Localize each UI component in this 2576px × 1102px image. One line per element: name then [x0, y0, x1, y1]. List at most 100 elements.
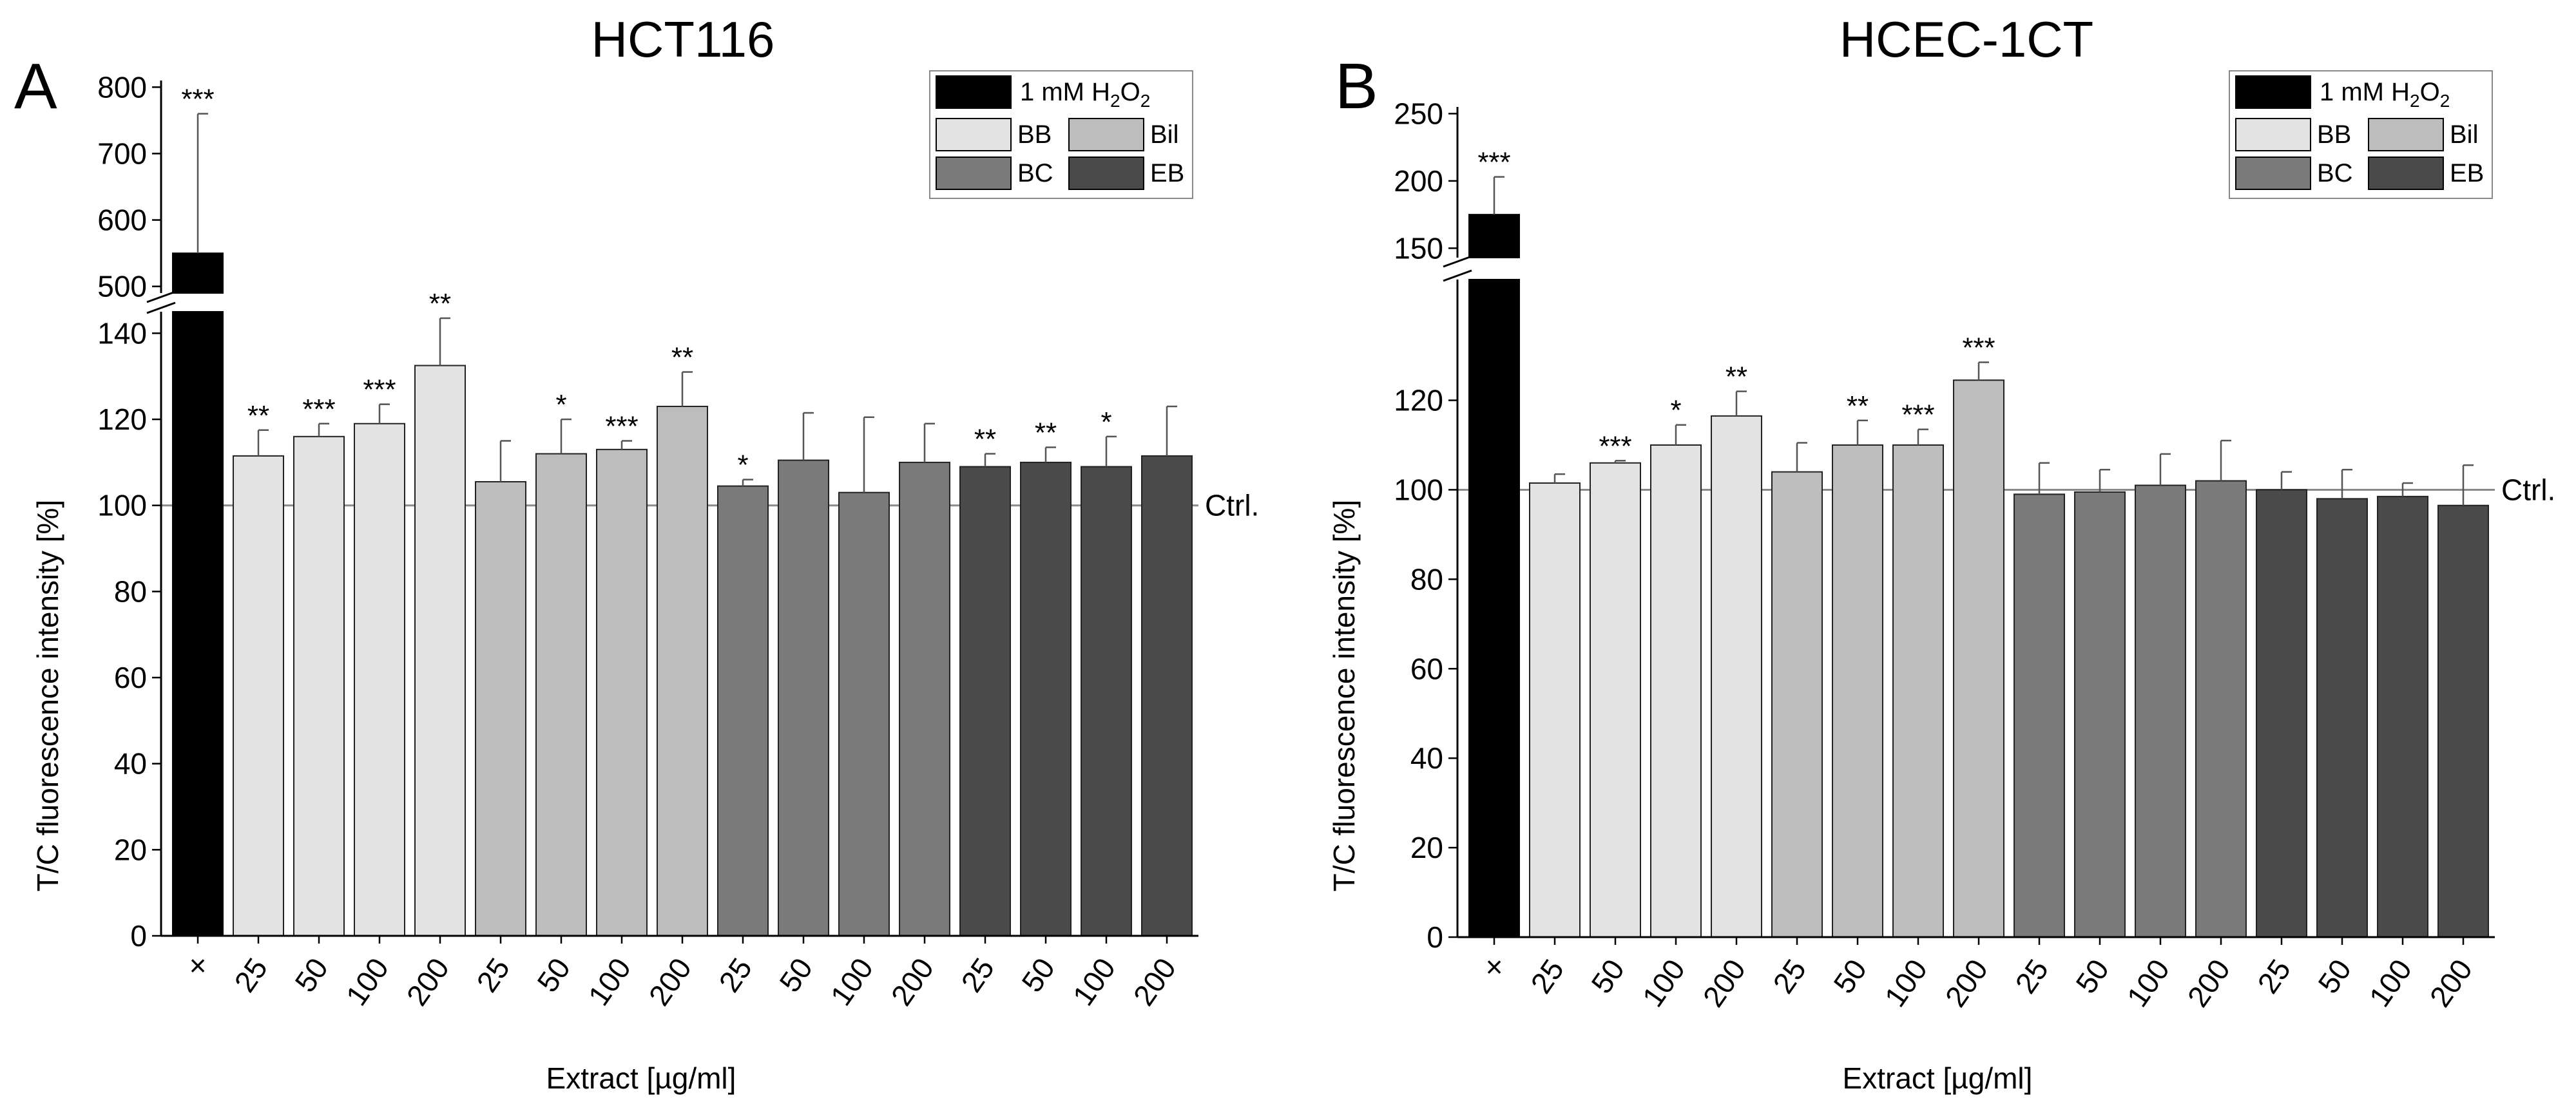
x-tick-label: 25: [470, 952, 516, 998]
x-tick-label: 25: [1766, 953, 1812, 1000]
significance-label: *: [1670, 395, 1681, 426]
x-tick-label: 25: [712, 952, 758, 998]
significance-label: **: [1725, 361, 1747, 393]
bar: [1590, 462, 1641, 938]
legend-label-bb: BB: [2317, 120, 2351, 149]
bar: [2437, 504, 2489, 938]
bar: [1020, 461, 1072, 936]
y-tick-label: 800: [97, 70, 147, 104]
bar: [1141, 455, 1193, 936]
x-tick-label: 100: [1878, 953, 1934, 1013]
panel-letter: B: [1335, 50, 1378, 122]
bar: [354, 423, 405, 936]
x-tick-label: 25: [227, 952, 274, 998]
x-tick-label: 100: [1636, 953, 1692, 1013]
significance-label: *: [737, 450, 748, 481]
legend-swatch-bc: [2235, 157, 2311, 190]
x-tick-label: 50: [288, 952, 334, 998]
bar: [778, 459, 829, 936]
y-tick-label: 0: [130, 919, 147, 953]
legend-label-part: 1 mM H: [2320, 78, 2410, 106]
significance-label: ***: [605, 410, 638, 442]
legend-label-part: 2: [1110, 91, 1120, 111]
bar: [1711, 415, 1762, 938]
y-tick-label: 150: [1394, 231, 1443, 265]
axis-break-gap: [1432, 261, 1522, 276]
legend-label-bc: BC: [1017, 159, 1053, 187]
y-tick-label: 120: [1394, 384, 1443, 417]
y-tick-label: 80: [114, 575, 147, 608]
bar: [2014, 493, 2065, 938]
legend-label-bb: BB: [1017, 120, 1052, 149]
bar: [596, 448, 648, 936]
x-tick-label: 25: [2251, 953, 2297, 1000]
x-tick-label: 200: [400, 952, 456, 1012]
bar-lower: [172, 311, 224, 936]
legend-swatch-bc: [936, 157, 1012, 190]
significance-label: **: [1035, 417, 1057, 449]
legend-label-part: 2: [2410, 91, 2420, 111]
y-tick-label: 250: [1394, 97, 1443, 130]
x-tick-label: 50: [1827, 953, 1873, 1000]
legend-swatch-eb: [1068, 157, 1144, 190]
y-tick-label: 700: [97, 137, 147, 170]
bar: [1468, 214, 1520, 258]
x-tick-label: 25: [954, 952, 1001, 998]
significance-label: *: [555, 389, 566, 421]
legend-swatch-h2o2: [936, 75, 1012, 109]
x-tick-label: 100: [824, 952, 880, 1012]
y-tick-label: 40: [1410, 741, 1443, 775]
legend-swatch-eb: [2368, 157, 2444, 190]
bar: [1832, 444, 1883, 938]
legend-label-part: O: [1120, 78, 1140, 106]
y-tick-label: 60: [114, 661, 147, 694]
bar: [172, 252, 224, 294]
y-tick-label: 100: [1394, 473, 1443, 506]
y-tick-label: 40: [114, 747, 147, 781]
x-tick-label: 100: [582, 952, 638, 1012]
significance-label: ***: [302, 394, 335, 425]
x-axis-label: Extract [µg/ml]: [546, 1061, 736, 1095]
significance-label: ***: [1477, 147, 1510, 178]
y-tick-label: 100: [97, 489, 147, 522]
significance-label: *: [1101, 406, 1111, 438]
bar: [475, 480, 526, 936]
significance-label: ***: [1901, 399, 1934, 431]
bar: [293, 435, 345, 936]
bar: [535, 453, 587, 936]
bar: [1650, 444, 1702, 938]
significance-label: ***: [181, 84, 214, 115]
y-tick-label: 60: [1410, 652, 1443, 685]
legend-swatch-bb: [2235, 118, 2311, 151]
x-tick-label: 50: [2311, 953, 2358, 1000]
legend-swatch-h2o2: [2235, 75, 2311, 109]
bar: [2377, 495, 2428, 938]
x-tick-label: 100: [2363, 953, 2419, 1013]
x-tick-label: 25: [2008, 953, 2055, 1000]
y-tick-label: 20: [1410, 831, 1443, 864]
y-tick-label: 140: [97, 316, 147, 350]
y-tick-label: 200: [1394, 164, 1443, 198]
y-axis-label: T/C fluorescence intensity [%]: [1327, 500, 1361, 891]
bar: [838, 491, 890, 936]
significance-label: ***: [1599, 430, 1631, 462]
legend-label-part: O: [2420, 78, 2440, 106]
bar: [899, 461, 950, 936]
bar-lower: [1468, 279, 1520, 938]
axis-break-mark: [146, 301, 176, 314]
bar: [959, 466, 1011, 936]
x-tick-label: 100: [1066, 952, 1122, 1012]
bar: [2316, 498, 2368, 938]
bar: [2074, 491, 2126, 938]
x-tick-label: 50: [773, 952, 819, 998]
panel-letter: A: [14, 50, 57, 122]
bar: [717, 485, 769, 936]
significance-label: ***: [363, 374, 396, 406]
bar: [1892, 444, 1944, 938]
bar: [233, 455, 284, 936]
legend-label-bil: Bil: [2450, 120, 2478, 149]
